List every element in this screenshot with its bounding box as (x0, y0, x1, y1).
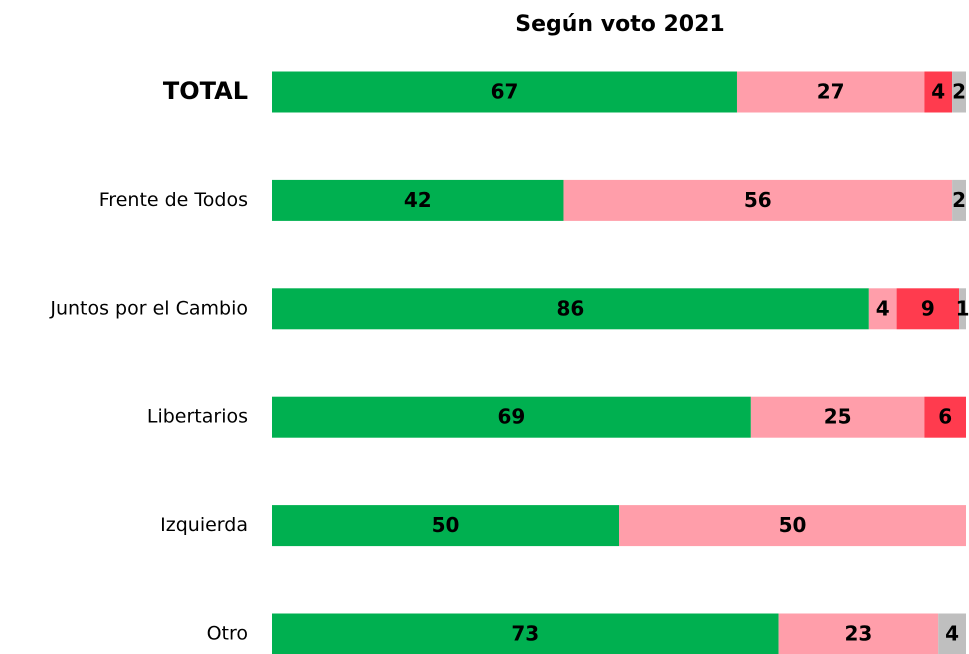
segment-label: 86 (556, 296, 584, 320)
segment-label: 4 (876, 296, 890, 320)
bar-segment (924, 396, 966, 438)
segment-label: 9 (921, 296, 935, 320)
category-label: TOTAL (163, 77, 248, 105)
bar-segment (896, 288, 960, 330)
bar-segment (272, 71, 737, 113)
bar-segment (272, 179, 564, 221)
segment-label: 50 (779, 513, 807, 537)
segment-label: 42 (404, 188, 432, 212)
category-label: Juntos por el Cambio (49, 297, 248, 319)
bar-segment (750, 396, 925, 438)
bar-segment (868, 288, 897, 330)
segment-label: 25 (824, 405, 852, 429)
segment-label: 2 (952, 80, 966, 104)
bar-segment (736, 71, 925, 113)
bar-segment (272, 288, 869, 330)
segment-label: 50 (432, 513, 460, 537)
bar-segment (952, 71, 966, 113)
segment-label: 4 (945, 622, 959, 646)
category-label: Libertarios (147, 406, 248, 428)
segment-label: 2 (952, 188, 966, 212)
bar-segment (952, 179, 966, 221)
category-label: Frente de Todos (99, 189, 248, 211)
segment-label: 27 (817, 80, 845, 104)
bar-segment (938, 613, 966, 654)
bar-segment (272, 396, 751, 438)
bar-segment (959, 288, 966, 330)
bar-segment (272, 505, 619, 547)
segment-label: 67 (491, 80, 519, 104)
chart-title: Según voto 2021 (515, 12, 724, 37)
segment-label: 73 (511, 622, 539, 646)
bar-segment (619, 505, 966, 547)
segment-label: 23 (845, 622, 873, 646)
category-label: Izquierda (160, 514, 248, 536)
segment-label: 1 (956, 296, 969, 320)
bar-segment (778, 613, 939, 654)
bar-segment (924, 71, 953, 113)
segment-label: 4 (931, 80, 945, 104)
category-label: Otro (207, 623, 248, 645)
bar-segment (272, 613, 779, 654)
bar-segment (563, 179, 953, 221)
segment-label: 56 (744, 188, 772, 212)
segment-label: 69 (498, 405, 526, 429)
segment-label: 6 (938, 405, 952, 429)
